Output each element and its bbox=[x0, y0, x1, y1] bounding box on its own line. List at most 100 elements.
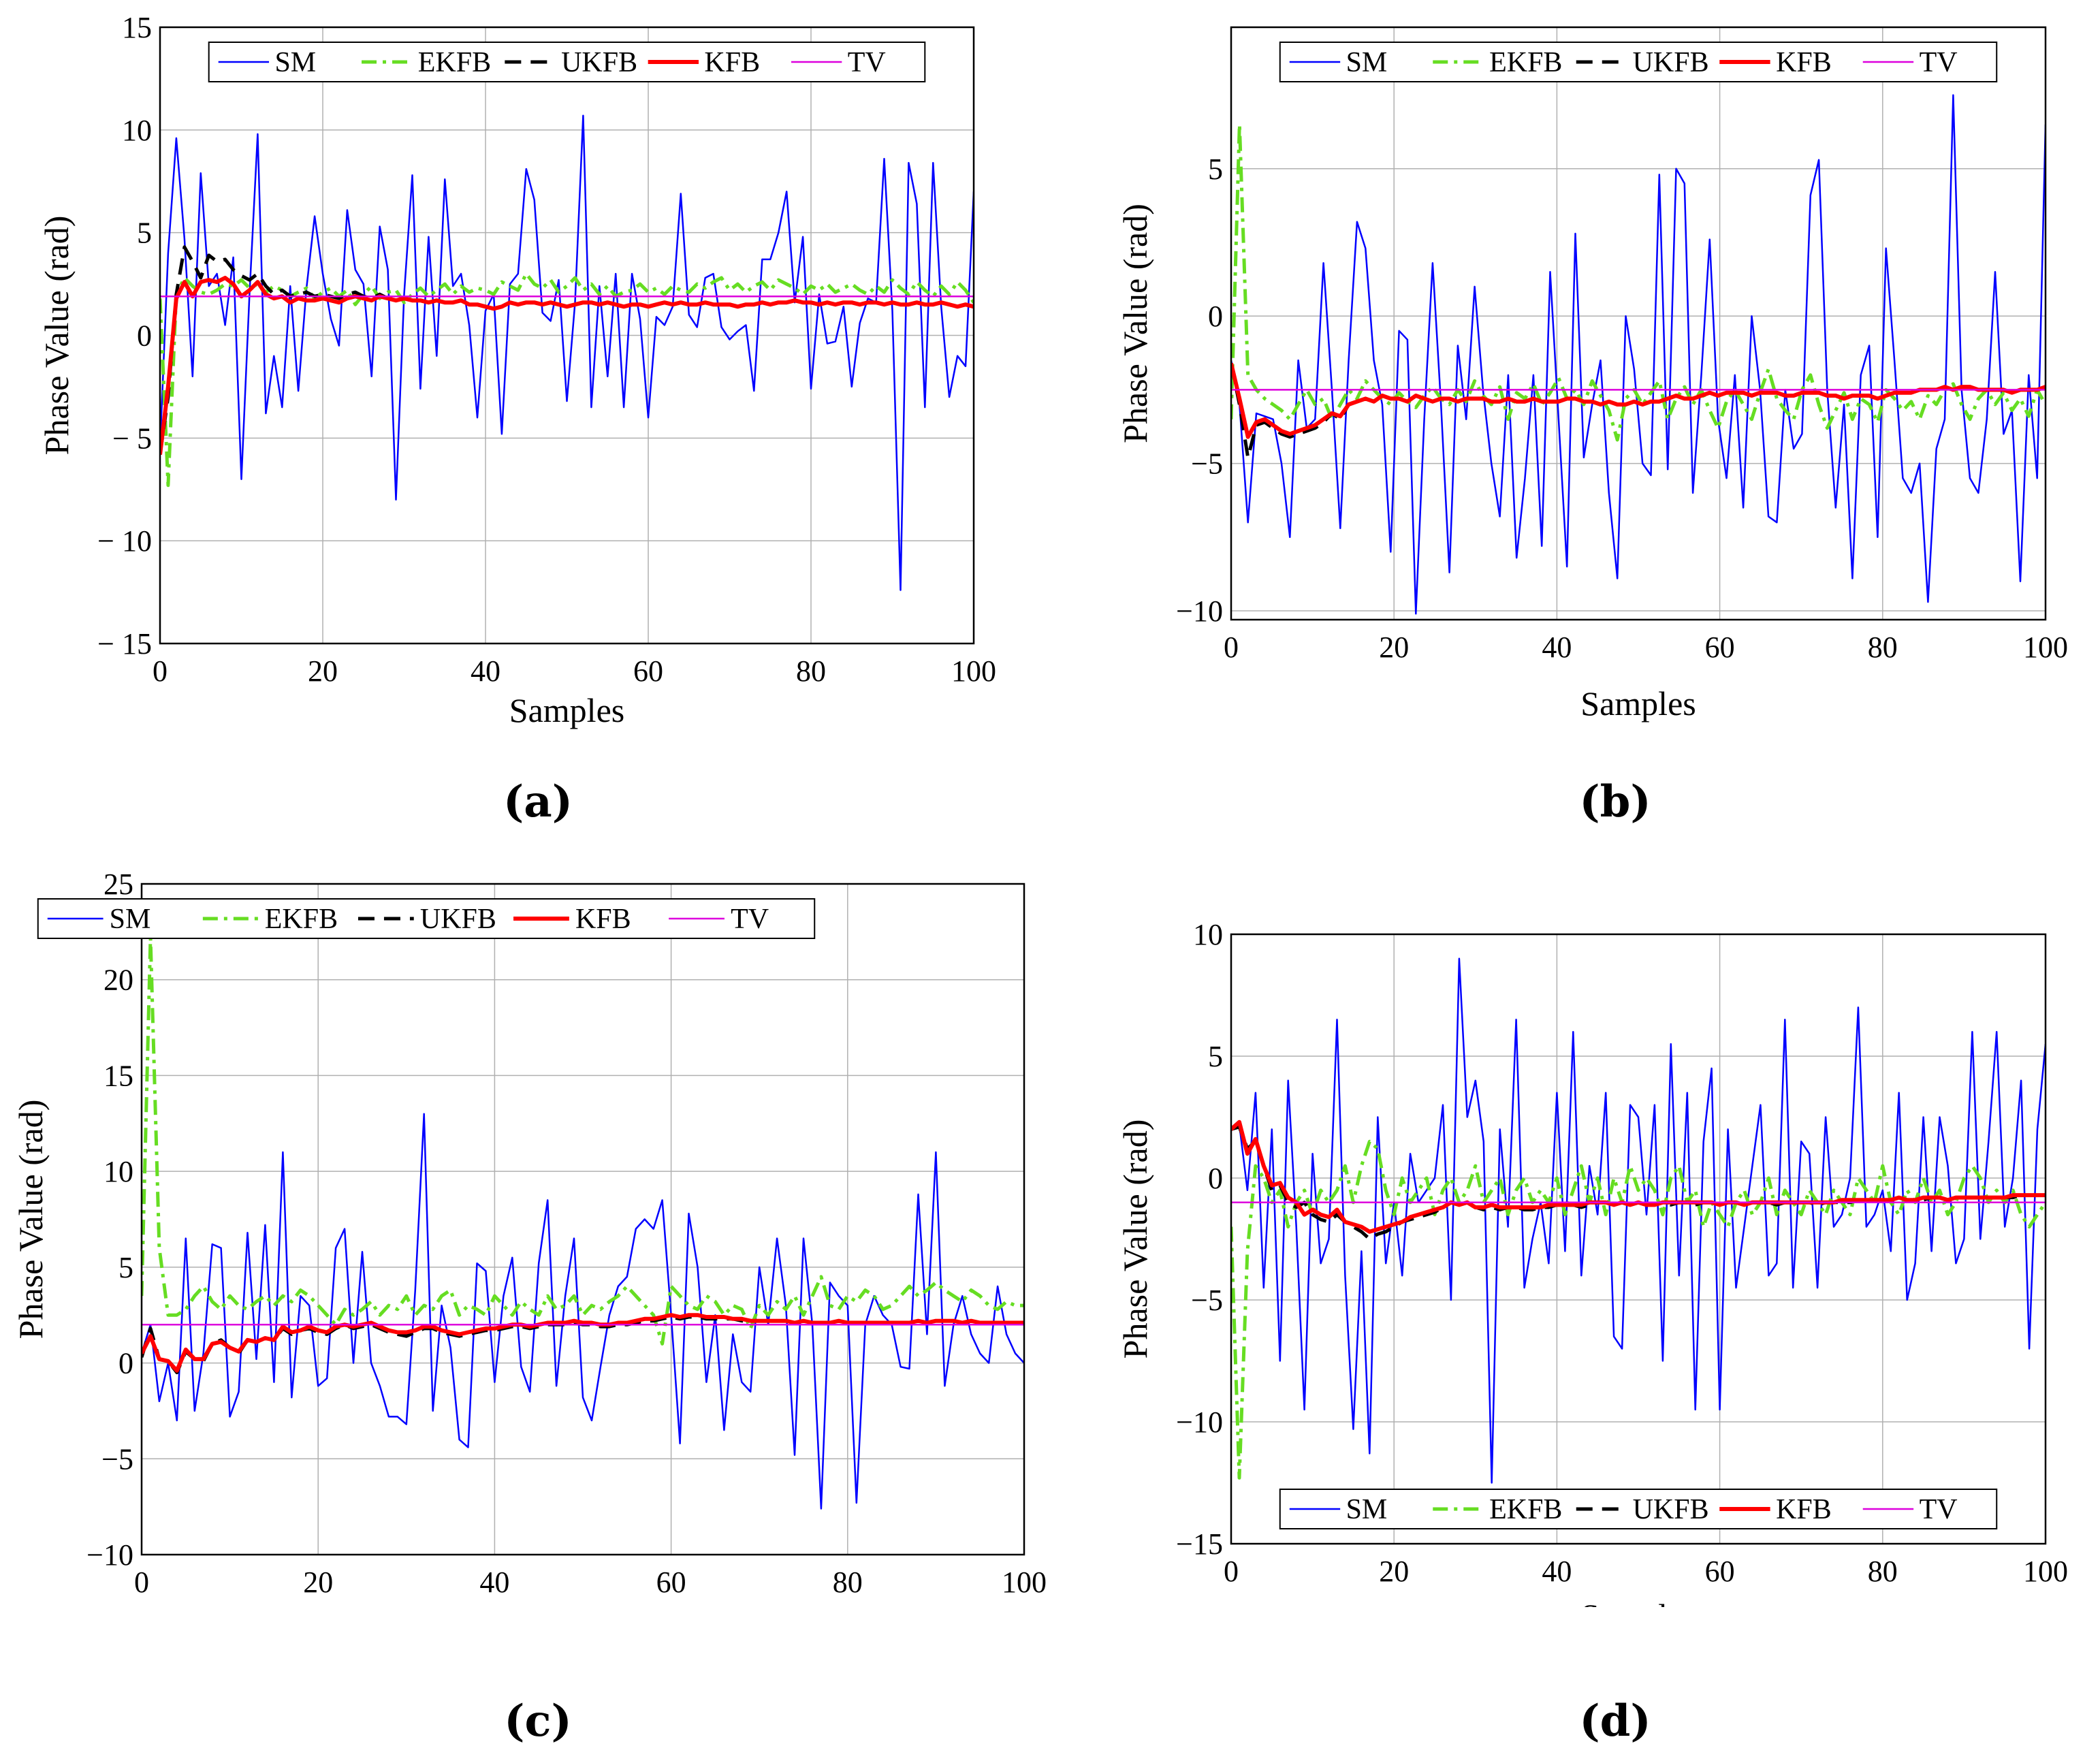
legend-label-ekfb: EKFB bbox=[418, 47, 491, 78]
legend-label-kfb: KFB bbox=[704, 47, 760, 78]
y-tick-label: −5 bbox=[1191, 1284, 1223, 1317]
legend-label-kfb: KFB bbox=[1776, 47, 1832, 78]
legend: SM EKFB UKFB KFB TV bbox=[1279, 42, 1998, 82]
legend-label-ukfb: UKFB bbox=[420, 904, 496, 935]
chart-panel-d: 0 20 40 60 80 100 −15 −10 −5 0 5 10 Samples Phase Val… bbox=[1116, 918, 2068, 1607]
y-tick-label: 5 bbox=[1208, 1040, 1223, 1073]
legend-label-tv: TV bbox=[731, 904, 769, 935]
series-line-ekfb bbox=[1231, 1139, 2046, 1480]
x-tick-label: 80 bbox=[796, 654, 826, 688]
legend-label-tv: TV bbox=[1920, 47, 1958, 78]
y-tick-label: −10 bbox=[1176, 1405, 1223, 1439]
series-line-ekfb bbox=[1231, 123, 2046, 442]
y-tick-label: − 10 bbox=[97, 524, 152, 558]
plot-area-frame bbox=[159, 26, 975, 645]
legend-label-sm: SM bbox=[1346, 1494, 1388, 1525]
x-tick-label: 60 bbox=[656, 1566, 686, 1599]
x-tick-label: 100 bbox=[1002, 1566, 1047, 1599]
y-tick-label: −10 bbox=[86, 1538, 133, 1572]
y-tick-label: 25 bbox=[104, 868, 133, 901]
x-tick-label: 40 bbox=[1542, 631, 1572, 664]
legend-label-ekfb: EKFB bbox=[1489, 47, 1562, 78]
x-tick-label: 20 bbox=[303, 1566, 333, 1599]
series-line-ukfb bbox=[160, 245, 974, 455]
series-line-ekfb bbox=[142, 936, 1024, 1346]
y-tick-label: 10 bbox=[122, 114, 152, 147]
legend-label-sm: SM bbox=[1346, 47, 1388, 78]
y-tick-label: 20 bbox=[104, 964, 133, 997]
chart-panel-c: 0 20 40 60 80 100 −10 −5 0 5 10 15 20 25 Samples Phase … bbox=[12, 868, 1047, 1607]
y-tick-label: − 5 bbox=[112, 422, 152, 455]
y-tick-label: 5 bbox=[1208, 153, 1223, 186]
legend-label-ukfb: UKFB bbox=[1633, 1494, 1709, 1525]
legend-label-kfb: KFB bbox=[1776, 1494, 1832, 1525]
y-tick-label: 0 bbox=[118, 1347, 133, 1380]
x-tick-label: 40 bbox=[479, 1566, 509, 1599]
y-tick-label: −5 bbox=[101, 1442, 133, 1476]
x-tick-label: 0 bbox=[153, 654, 168, 688]
y-tick-label: 10 bbox=[104, 1155, 133, 1188]
legend-label-ukfb: UKFB bbox=[1633, 47, 1709, 78]
y-tick-label: 5 bbox=[118, 1251, 133, 1284]
series-line-kfb bbox=[142, 1313, 1024, 1373]
x-tick-label: 100 bbox=[951, 654, 996, 688]
legend-label-ukfb: UKFB bbox=[561, 47, 637, 78]
y-tick-label: −5 bbox=[1191, 447, 1223, 481]
x-axis-label: Samples bbox=[1580, 1597, 1696, 1607]
caption-b: (b) bbox=[1579, 776, 1651, 827]
y-axis-label: Phase Value (rad) bbox=[1116, 204, 1154, 443]
y-tick-label: 0 bbox=[1208, 300, 1223, 333]
chart-panel-b: 0 20 40 60 80 100 −10 −5 0 5 Samples Phase Value (r… bbox=[1116, 26, 2068, 722]
legend: SM EKFB UKFB KFB TV bbox=[208, 42, 926, 82]
y-tick-label: 15 bbox=[122, 11, 152, 44]
x-axis-label: Samples bbox=[509, 691, 624, 729]
y-tick-label: − 15 bbox=[97, 627, 152, 661]
x-tick-label: 40 bbox=[471, 654, 500, 688]
y-axis-label: Phase Value (rad) bbox=[1116, 1119, 1154, 1359]
series-line-sm bbox=[160, 114, 974, 591]
legend-box bbox=[37, 898, 816, 939]
series-line-sm bbox=[1231, 957, 2046, 1484]
y-tick-label: 15 bbox=[104, 1059, 133, 1092]
plot-area-frame bbox=[1230, 933, 2047, 1545]
series-line-ekfb bbox=[160, 272, 974, 488]
series-line-kfb bbox=[1231, 362, 2046, 439]
x-tick-label: 0 bbox=[1224, 1555, 1239, 1588]
x-tick-label: 60 bbox=[1705, 1555, 1735, 1588]
y-tick-label: −15 bbox=[1176, 1527, 1223, 1561]
legend: SM EKFB UKFB KFB TV bbox=[37, 898, 816, 939]
chart-panel-a: 0 20 40 60 80 100 − 15 − 10 − 5 0 5 10 15 Samples Phas… bbox=[37, 11, 996, 729]
legend-label-kfb: KFB bbox=[575, 904, 631, 935]
caption-c: (c) bbox=[504, 1696, 572, 1747]
legend: SM EKFB UKFB KFB TV bbox=[1279, 1489, 1998, 1529]
x-tick-label: 20 bbox=[1379, 631, 1409, 664]
caption-a: (a) bbox=[503, 776, 573, 827]
y-tick-label: 10 bbox=[1193, 918, 1223, 951]
legend-label-ekfb: EKFB bbox=[265, 904, 338, 935]
y-axis-label: Phase Value (rad) bbox=[12, 1100, 50, 1339]
x-tick-label: 100 bbox=[2023, 631, 2068, 664]
legend-label-tv: TV bbox=[848, 47, 886, 78]
x-tick-label: 100 bbox=[2023, 1555, 2068, 1588]
plot-area-frame bbox=[1230, 26, 2047, 621]
caption-d: (d) bbox=[1579, 1696, 1651, 1747]
x-axis-label: Samples bbox=[1580, 684, 1696, 722]
x-tick-label: 20 bbox=[308, 654, 338, 688]
legend-label-ekfb: EKFB bbox=[1489, 1494, 1562, 1525]
y-tick-label: 5 bbox=[137, 217, 152, 250]
x-tick-label: 80 bbox=[833, 1566, 863, 1599]
x-tick-label: 20 bbox=[1379, 1555, 1409, 1588]
y-tick-label: 0 bbox=[1208, 1162, 1223, 1195]
series-line-sm bbox=[142, 1113, 1024, 1510]
legend-label-sm: SM bbox=[110, 904, 151, 935]
x-axis-label: Samples bbox=[525, 1604, 640, 1607]
y-tick-label: −10 bbox=[1176, 594, 1223, 628]
x-tick-label: 60 bbox=[1705, 631, 1735, 664]
y-axis-label: Phase Value (rad) bbox=[37, 216, 76, 456]
x-tick-label: 60 bbox=[633, 654, 663, 688]
y-tick-label: 0 bbox=[137, 319, 152, 353]
series-line-kfb bbox=[1231, 1119, 2046, 1234]
series-line-sm bbox=[1231, 94, 2046, 615]
x-tick-label: 40 bbox=[1542, 1555, 1572, 1588]
